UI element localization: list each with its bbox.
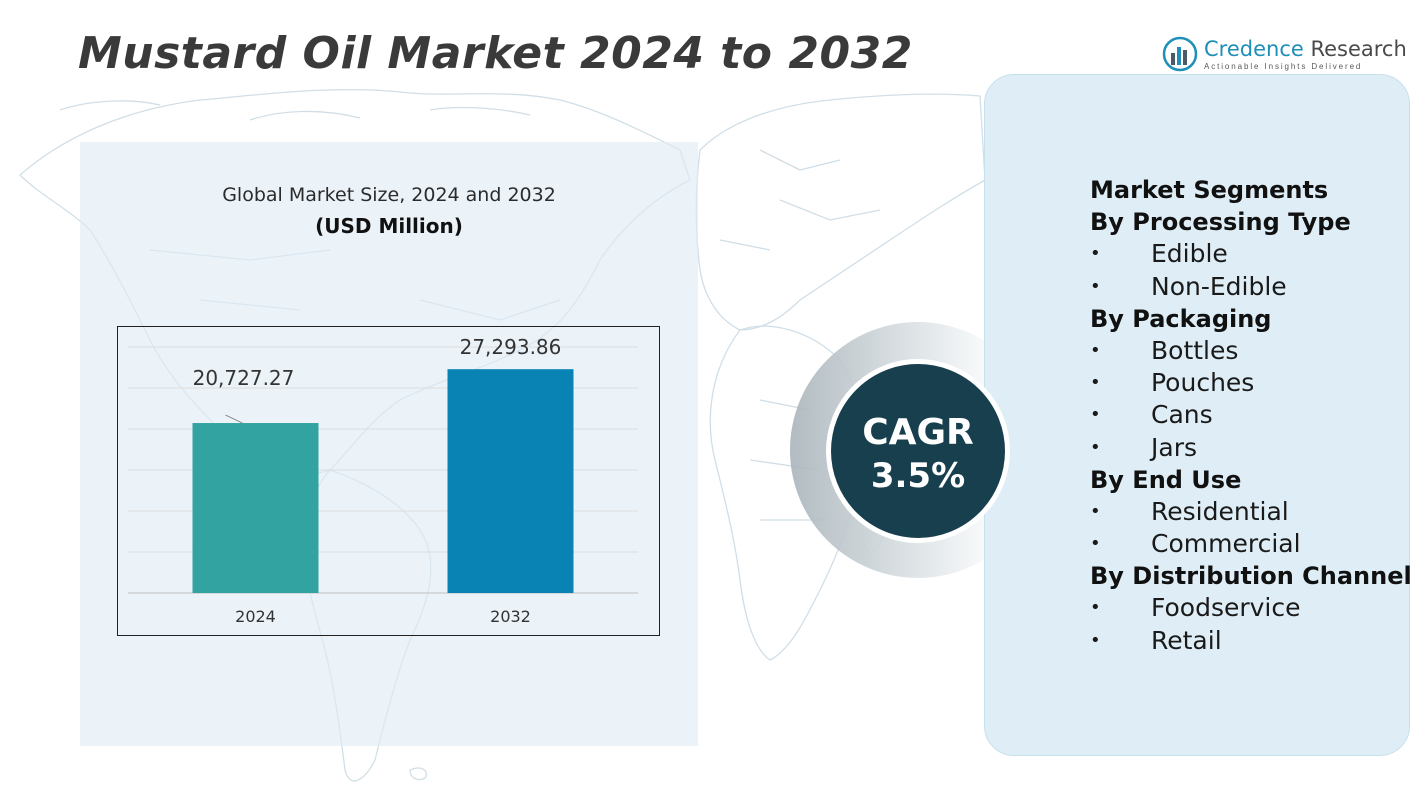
segment-group-title: By Distribution Channel [1090, 562, 1412, 591]
segment-item: • Residential [1090, 496, 1410, 528]
segment-item-label: Jars [1151, 432, 1197, 462]
company-logo: Credence Research Actionable Insights De… [1162, 36, 1407, 76]
segment-item: • Bottles [1090, 335, 1410, 367]
segment-item: • Foodservice [1090, 592, 1410, 624]
cagr-label: CAGR [862, 412, 974, 453]
bar-chart-frame: 20,727.27 2024 27,293.86 2032 [117, 326, 660, 636]
bullet-icon: • [1090, 339, 1101, 361]
segment-item: • Jars [1090, 432, 1410, 464]
x-tick-label-2024: 2024 [235, 607, 276, 626]
segment-item: • Pouches [1090, 367, 1410, 399]
segments-panel [984, 74, 1410, 756]
bullet-icon: • [1090, 275, 1101, 297]
bullet-icon: • [1090, 533, 1101, 555]
logo-brand-research: Research [1303, 37, 1407, 61]
segment-item-label: Edible [1151, 239, 1228, 269]
logo-brand-text: Credence Research [1204, 37, 1407, 61]
segment-group-title: By Processing Type [1090, 208, 1351, 237]
data-label-2024: 20,727.27 [193, 366, 295, 390]
bar-chart: 20,727.27 2024 27,293.86 2032 [128, 335, 638, 626]
bullet-icon: • [1090, 372, 1101, 394]
logo-tagline: Actionable Insights Delivered [1204, 62, 1363, 71]
bar-2032 [447, 369, 574, 593]
page-title: Mustard Oil Market 2024 to 2032 [78, 28, 913, 79]
segment-item: • Non-Edible [1090, 271, 1410, 303]
bullet-icon: • [1090, 629, 1101, 651]
bullet-icon: • [1090, 404, 1101, 426]
segments-heading: Market Segments [1090, 176, 1329, 204]
segment-item-label: Residential [1151, 496, 1289, 526]
segment-item-label: Foodservice [1151, 593, 1301, 623]
segments-list: Market Segments By Processing Type • Edibl… [1090, 174, 1412, 657]
data-label-leader-line [225, 414, 243, 424]
segment-item: • Commercial [1090, 528, 1410, 560]
cagr-badge: CAGR 3.5% [826, 359, 1010, 543]
segment-item-label: Cans [1151, 400, 1213, 430]
bullet-icon: • [1090, 500, 1101, 522]
chart-panel [80, 142, 698, 746]
segment-group-title: By Packaging [1090, 304, 1272, 333]
bar-chart-logo-icon [1162, 36, 1198, 72]
segment-item: • Edible [1090, 238, 1410, 270]
segment-item: • Cans [1090, 399, 1410, 431]
segment-item-label: Retail [1151, 625, 1222, 655]
segment-item-label: Non-Edible [1151, 271, 1287, 301]
bullet-icon: • [1090, 597, 1101, 619]
bullet-icon: • [1090, 436, 1101, 458]
segment-item: • Retail [1090, 625, 1410, 657]
segment-group-title: By End Use [1090, 465, 1242, 494]
logo-brand-credence: Credence [1204, 37, 1304, 61]
segment-item-label: Bottles [1151, 335, 1239, 365]
segment-item-label: Pouches [1151, 368, 1255, 398]
x-tick-label-2032: 2032 [490, 607, 531, 626]
bar-2024 [192, 423, 319, 593]
chart-title: Global Market Size, 2024 and 2032 [222, 184, 556, 206]
chart-unit-label: (USD Million) [315, 214, 463, 238]
bullet-icon: • [1090, 243, 1101, 265]
segment-item-label: Commercial [1151, 529, 1301, 559]
cagr-value: 3.5% [870, 456, 966, 496]
data-label-2032: 27,293.86 [460, 335, 562, 359]
